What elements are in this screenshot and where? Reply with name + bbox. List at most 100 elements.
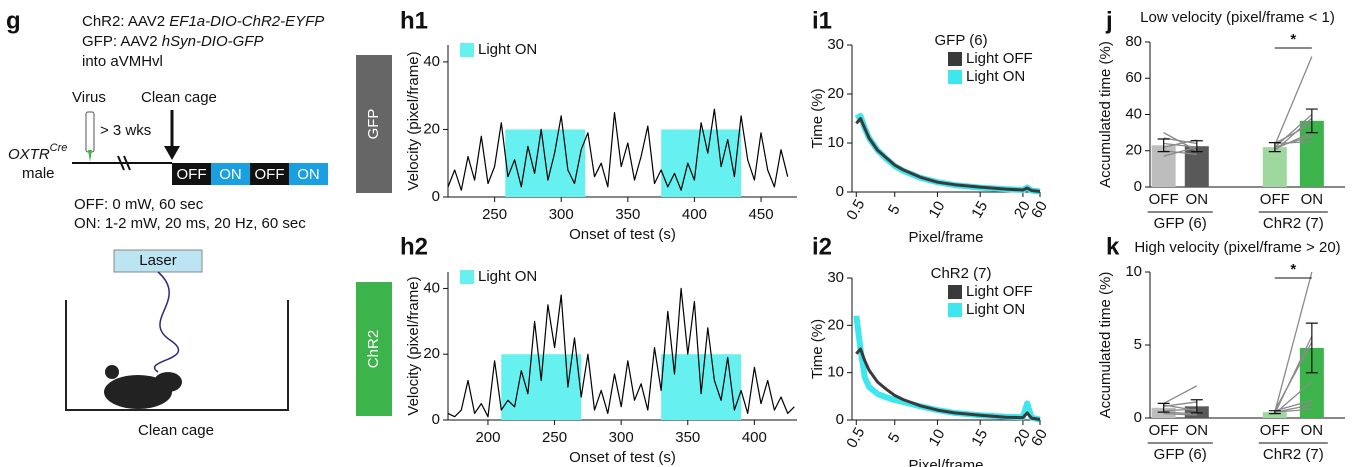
x-tick-label: 400 bbox=[742, 429, 767, 446]
group-label: ChR2 bbox=[365, 330, 382, 368]
legend-label: Light OFF bbox=[966, 283, 1033, 300]
protocol-block-label: ON bbox=[297, 166, 320, 183]
subject-line bbox=[1274, 404, 1312, 413]
legend-label: Light ON bbox=[478, 268, 537, 285]
x-tick-label: 60 bbox=[1028, 426, 1051, 449]
panel-label: k bbox=[1106, 233, 1120, 260]
legend-swatch bbox=[948, 52, 962, 66]
mouse-head bbox=[154, 372, 182, 392]
y-tick-label: 5 bbox=[1134, 336, 1142, 353]
error-bar bbox=[1190, 140, 1203, 153]
y-tick-label: 10 bbox=[1125, 263, 1142, 280]
protocol-block-label: OFF bbox=[255, 166, 285, 183]
subject-line bbox=[1274, 335, 1313, 414]
off-desc: OFF: 0 mW, 60 sec bbox=[74, 196, 204, 213]
y-tick-label: 20 bbox=[827, 316, 844, 333]
group-label: ChR2 (7) bbox=[1263, 215, 1324, 232]
x-tick-label: 200 bbox=[475, 429, 500, 446]
arrow-head bbox=[164, 146, 180, 160]
category-label: ON bbox=[1186, 191, 1209, 208]
target: into aVMHvl bbox=[82, 53, 163, 70]
legend-label: Light ON bbox=[478, 41, 537, 58]
line-series bbox=[447, 108, 789, 191]
y-axis-label: Velocity (pixel/frame) bbox=[405, 51, 422, 190]
subject-line bbox=[1274, 271, 1313, 413]
subject-line bbox=[1163, 132, 1198, 152]
group-label: GFP bbox=[365, 109, 382, 140]
x-axis-label: Pixel/frame bbox=[908, 229, 983, 246]
virus-label: Virus bbox=[72, 89, 106, 106]
y-tick-label: 0 bbox=[1134, 409, 1142, 426]
construct-text: GFP: AAV2 hSyn-DIO-GFP bbox=[82, 33, 263, 50]
protocol-block bbox=[250, 163, 289, 185]
y-tick-label: 30 bbox=[827, 269, 844, 286]
legend-swatch bbox=[948, 285, 962, 299]
y-tick-label: 40 bbox=[423, 279, 440, 296]
bar bbox=[1151, 407, 1176, 418]
y-tick-label: 40 bbox=[1125, 105, 1142, 122]
line-series bbox=[853, 315, 1041, 423]
chart-line: i2 ChR2 (7) Time (%) Pixel/frame 0 10 20 30 0.5 5… bbox=[809, 233, 1051, 467]
legend-label: Light OFF bbox=[966, 50, 1033, 67]
subject-line bbox=[1163, 404, 1197, 412]
y-tick-label: 0 bbox=[836, 411, 844, 428]
legend-swatch bbox=[460, 43, 474, 57]
protocol-blocks: OFF ON OFF ON bbox=[172, 163, 328, 185]
protocol-block bbox=[211, 163, 250, 185]
y-tick-label: 40 bbox=[423, 53, 440, 70]
laser-label: Laser bbox=[139, 252, 177, 269]
fiber bbox=[154, 271, 180, 373]
x-tick-label: 5 bbox=[885, 202, 904, 218]
y-tick-label: 20 bbox=[423, 345, 440, 362]
chart-bar: k High velocity (pixel/frame > 20) Accumul… bbox=[1097, 233, 1345, 463]
subject-line bbox=[1163, 146, 1197, 157]
subject-line bbox=[1274, 114, 1313, 148]
subject-line bbox=[1274, 408, 1312, 413]
cage-label: Clean cage bbox=[138, 422, 214, 439]
legend-label: Light ON bbox=[966, 68, 1025, 85]
line-series bbox=[855, 347, 1041, 421]
protocol-block bbox=[289, 163, 328, 185]
legend-label: Light ON bbox=[966, 301, 1025, 318]
category-label: ON bbox=[1301, 191, 1324, 208]
y-tick-label: 60 bbox=[1125, 69, 1142, 86]
y-tick-label: 0 bbox=[1134, 178, 1142, 195]
line-series bbox=[447, 287, 795, 418]
bar bbox=[1262, 412, 1287, 418]
group-label: ChR2 (7) bbox=[1263, 446, 1324, 463]
subject-line bbox=[1274, 381, 1313, 415]
syringe-tip bbox=[88, 150, 92, 162]
light-on-span bbox=[661, 129, 742, 197]
bar bbox=[1184, 146, 1209, 187]
x-tick-label: 400 bbox=[682, 206, 707, 223]
chart-title: GFP (6) bbox=[935, 32, 988, 49]
subject-line bbox=[1163, 142, 1197, 148]
subject-line bbox=[1274, 141, 1312, 145]
group-label: GFP (6) bbox=[1154, 446, 1207, 463]
x-tick-label: 20 bbox=[1011, 198, 1034, 221]
panel-label: i1 bbox=[812, 7, 832, 34]
category-label: OFF bbox=[1149, 191, 1179, 208]
group-label: GFP (6) bbox=[1154, 215, 1207, 232]
error-bar bbox=[1268, 141, 1281, 153]
x-tick-label: 350 bbox=[615, 206, 640, 223]
panel-g: g ChR2: AAV2 EF1a-DIO-ChR2-EYFP GFP: AAV… bbox=[6, 7, 328, 439]
syringe bbox=[85, 111, 95, 153]
y-axis-label: Time (%) bbox=[809, 319, 826, 379]
interval: > 3 wks bbox=[100, 122, 151, 139]
mouse-line-sup: Cre bbox=[50, 142, 68, 154]
error-bar bbox=[1157, 402, 1170, 413]
y-tick-label: 0 bbox=[432, 411, 440, 428]
category-label: OFF bbox=[1260, 191, 1290, 208]
subject-line bbox=[1163, 385, 1198, 404]
x-tick-label: 60 bbox=[1028, 198, 1051, 221]
x-tick-label: 300 bbox=[609, 429, 634, 446]
chart-title: High velocity (pixel/frame > 20) bbox=[1134, 239, 1340, 256]
category-label: OFF bbox=[1149, 422, 1179, 439]
y-axis-label: Time (%) bbox=[809, 88, 826, 148]
mouse-line-name: OXTR bbox=[8, 146, 50, 163]
protocol-block bbox=[172, 163, 211, 185]
construct: GFP: AAV2 bbox=[82, 33, 162, 50]
protocol-block-label: ON bbox=[219, 166, 242, 183]
legend-swatch bbox=[948, 70, 962, 84]
